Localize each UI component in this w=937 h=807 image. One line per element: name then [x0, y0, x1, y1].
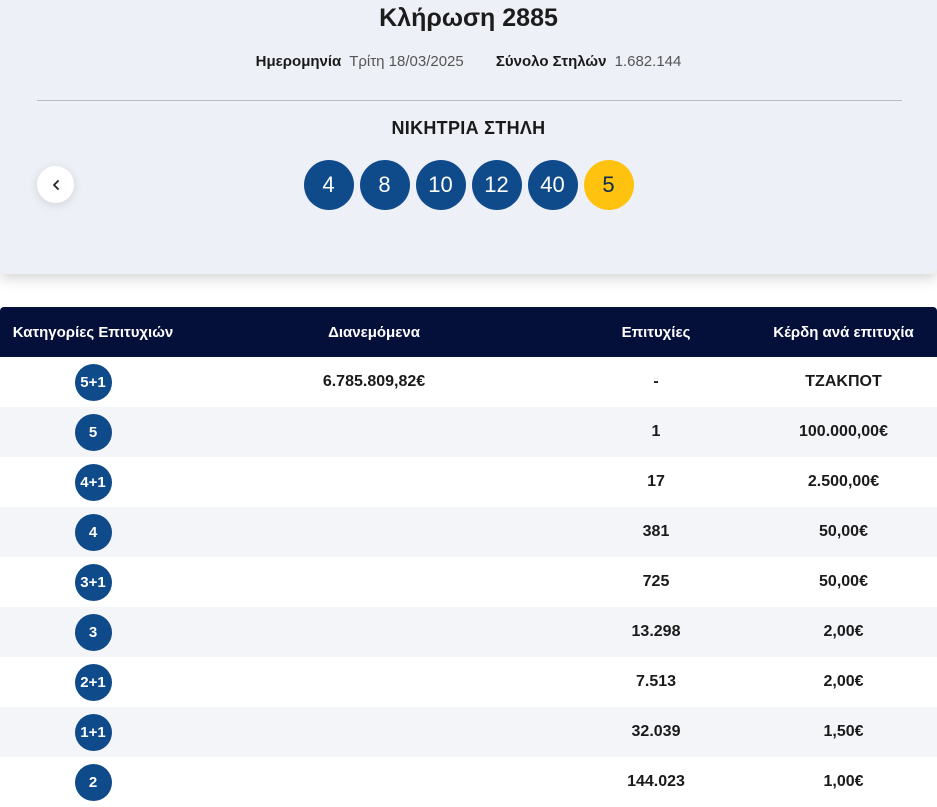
draw-summary-card: Κλήρωση 2885 Ημερομηνία Τρίτη 18/03/2025…	[0, 0, 937, 274]
draw-date-label: Ημερομηνία	[255, 53, 342, 70]
category-badge: 2+1	[74, 663, 112, 701]
distributed-cell	[186, 407, 562, 457]
winners-cell: 17	[647, 473, 665, 490]
winners-cell: 144.023	[627, 773, 685, 790]
distributed-cell	[186, 507, 562, 557]
header-winners: Επιτυχίες	[621, 323, 691, 341]
table-row: 4 381 50,00€	[0, 507, 937, 557]
prize-cell: 1,50€	[823, 723, 864, 740]
distributed-cell	[186, 707, 562, 757]
table-row: 2 144.023 1,00€	[0, 757, 937, 807]
table-row: 3 13.298 2,00€	[0, 607, 937, 657]
winners-cell: 1	[651, 423, 661, 440]
category-badge: 5+1	[74, 363, 112, 401]
chevron-left-icon	[52, 179, 59, 190]
winning-number-ball: 4	[303, 160, 354, 210]
draw-date: Ημερομηνία Τρίτη 18/03/2025	[256, 53, 464, 70]
prize-cell: ΤΖΑΚΠΟΤ	[805, 373, 882, 390]
table-row: 3+1 725 50,00€	[0, 557, 937, 607]
winning-numbers: 4 8 10 12 40 5	[0, 160, 937, 210]
winners-cell: 725	[642, 573, 670, 590]
prize-cell: 2,00€	[823, 673, 864, 690]
distributed-cell	[186, 607, 562, 657]
prize-cell: 2.500,00€	[807, 473, 880, 490]
previous-draw-button[interactable]	[37, 166, 74, 203]
header-prize: Κέρδη ανά επιτυχία	[773, 323, 914, 341]
table-row: 2+1 7.513 2,00€	[0, 657, 937, 707]
draw-columns-label: Σύνολο Στηλών	[495, 53, 607, 70]
winners-cell: 13.298	[631, 623, 681, 640]
distributed-cell	[186, 457, 562, 507]
category-badge: 3+1	[74, 563, 112, 601]
winning-number-ball: 10	[415, 160, 466, 210]
draw-columns-value: 1.682.144	[614, 53, 682, 70]
draw-date-value: Τρίτη 18/03/2025	[349, 53, 464, 70]
table-row: 5 1 100.000,00€	[0, 407, 937, 457]
distributed-cell	[186, 557, 562, 607]
draw-columns: Σύνολο Στηλών 1.682.144	[496, 53, 681, 70]
winning-number-ball: 12	[471, 160, 522, 210]
category-badge: 5	[74, 413, 112, 451]
category-badge: 2	[74, 763, 112, 801]
bonus-number-ball: 5	[583, 160, 634, 210]
category-badge: 3	[74, 613, 112, 651]
distributed-cell: 6.785.809,82€	[322, 373, 426, 390]
table-header-row: Κατηγορίες Επιτυχιών Διανεμόμενα Επιτυχί…	[0, 307, 937, 357]
winning-number-ball: 8	[359, 160, 410, 210]
winners-cell: 32.039	[631, 723, 681, 740]
prize-categories-table: Κατηγορίες Επιτυχιών Διανεμόμενα Επιτυχί…	[0, 307, 937, 807]
winners-cell: 7.513	[635, 673, 677, 690]
category-badge: 4+1	[74, 463, 112, 501]
winners-cell: -	[653, 373, 659, 390]
table-row: 5+1 6.785.809,82€ - ΤΖΑΚΠΟΤ	[0, 357, 937, 407]
category-badge: 4	[74, 513, 112, 551]
divider	[37, 100, 902, 101]
header-distributed: Διανεμόμενα	[328, 323, 420, 341]
prize-cell: 1,00€	[823, 773, 864, 790]
prize-cell: 2,00€	[823, 623, 864, 640]
category-badge: 1+1	[74, 713, 112, 751]
draw-meta: Ημερομηνία Τρίτη 18/03/2025 Σύνολο Στηλώ…	[0, 53, 937, 70]
winning-column-title: ΝΙΚΗΤΡΙΑ ΣΤΗΛΗ	[391, 118, 546, 138]
table-row: 1+1 32.039 1,50€	[0, 707, 937, 757]
winning-number-ball: 40	[527, 160, 578, 210]
winners-cell: 381	[642, 523, 670, 540]
draw-title: Κλήρωση 2885	[379, 4, 558, 32]
table-row: 4+1 17 2.500,00€	[0, 457, 937, 507]
prize-cell: 100.000,00€	[799, 423, 888, 440]
prize-cell: 50,00€	[819, 573, 868, 590]
header-category: Κατηγορίες Επιτυχιών	[12, 323, 174, 341]
prize-cell: 50,00€	[819, 523, 868, 540]
distributed-cell	[186, 657, 562, 707]
